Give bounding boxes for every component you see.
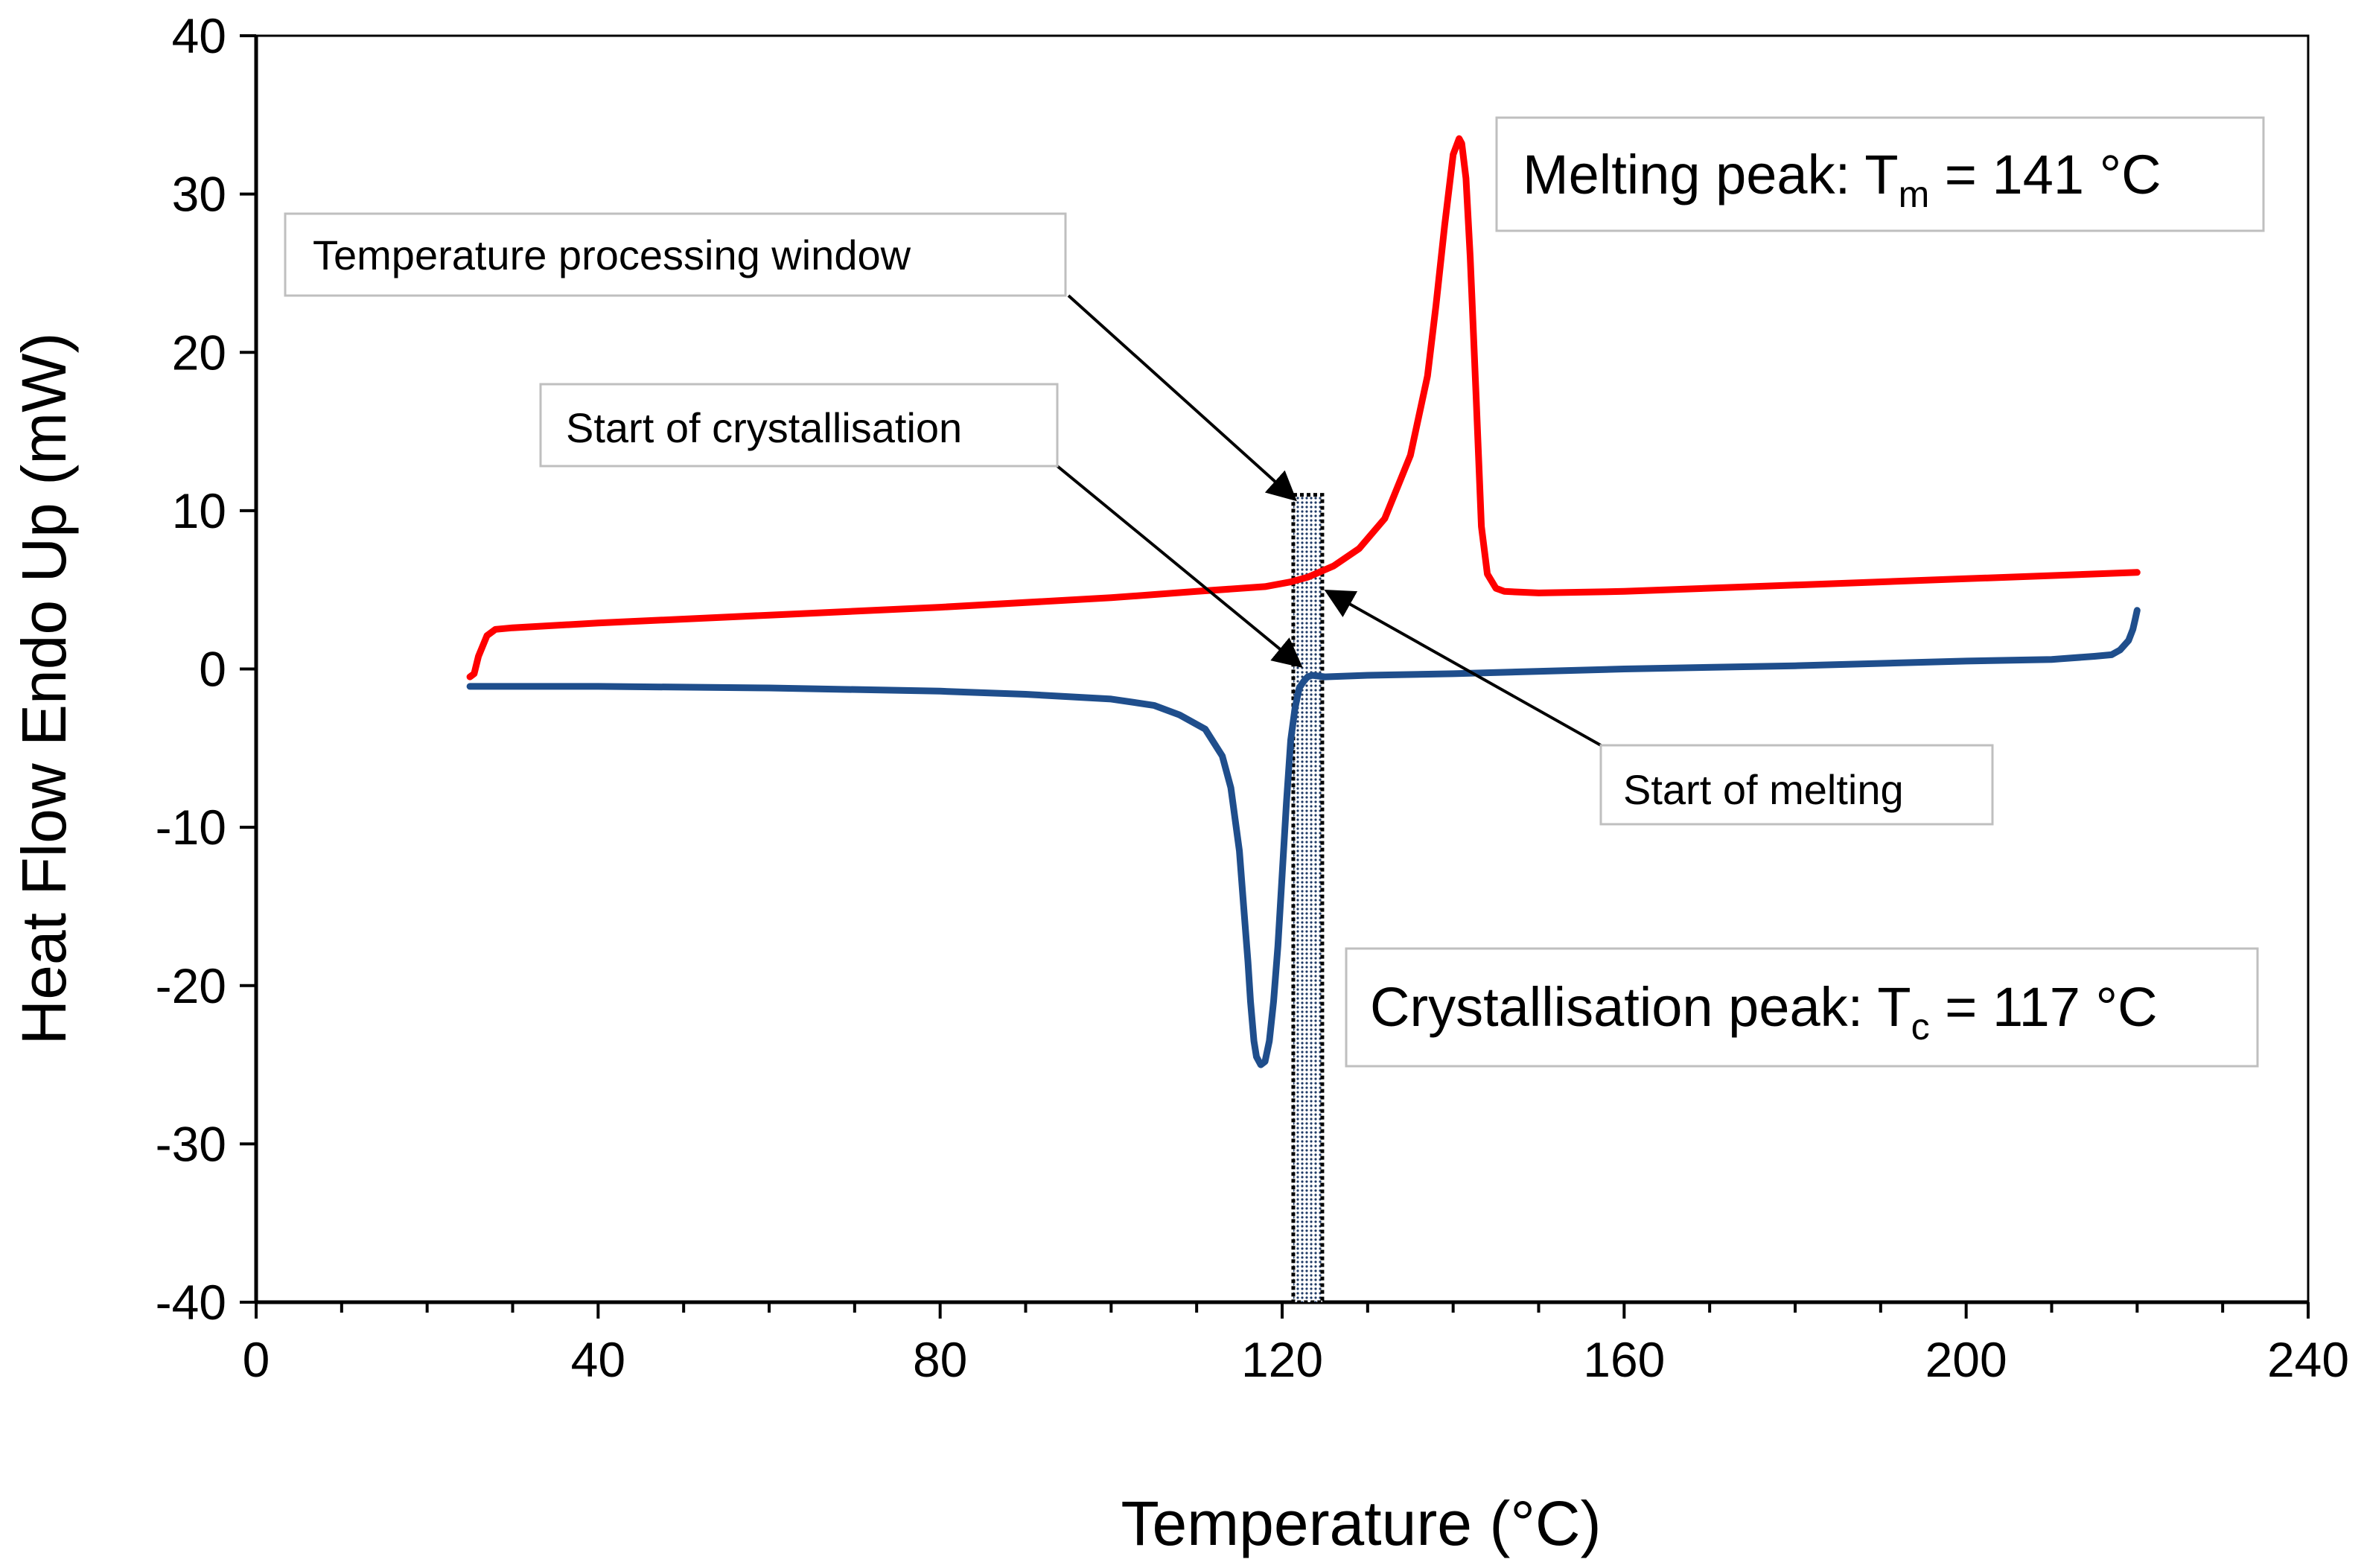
start-crystallisation-annotation: Start of crystallisation (539, 383, 1059, 468)
y-tick-label: -10 (156, 800, 226, 855)
y-tick-label: -30 (156, 1116, 226, 1171)
melting-peak-label: Melting peak: Tm = 141 °C (1523, 144, 2161, 215)
arrow-start-crystallisation (1056, 465, 1303, 669)
processing-window-band (1291, 493, 1325, 1304)
x-tick-label: 160 (1583, 1332, 1665, 1387)
y-tick-label: 10 (172, 483, 226, 538)
processing-window-annotation: Temperature processing window (284, 212, 1067, 297)
y-tick-label: -20 (156, 958, 226, 1013)
x-tick-label: 80 (913, 1332, 967, 1387)
processing-window-rect (1291, 493, 1325, 1304)
axes: 0 40 80 120 160 200 240 40 30 20 10 0 -10 -20 -30 -40 (156, 8, 2349, 1387)
x-axis-title: Temperature (°C) (1121, 1488, 1601, 1558)
y-tick-label: 30 (172, 167, 226, 222)
arrow-start-melting (1324, 589, 1602, 747)
y-tick-label: 20 (172, 325, 226, 380)
processing-window-label: Temperature processing window (313, 232, 911, 278)
melting-peak-annotation: Melting peak: Tm = 141 °C (1495, 116, 2265, 232)
y-tick-label: -40 (156, 1275, 226, 1330)
x-tick-label: 200 (1925, 1332, 2007, 1387)
start-melting-annotation: Start of melting (1599, 744, 1994, 826)
x-tick-label: 240 (2267, 1332, 2349, 1387)
cooling-curve (466, 607, 2141, 1068)
x-tick-label: 120 (1241, 1332, 1323, 1387)
crystallisation-peak-annotation: Crystallisation peak: Tc = 117 °C (1345, 947, 2259, 1068)
start-melting-label: Start of melting (1623, 766, 1904, 813)
crystallisation-peak-label: Crystallisation peak: Tc = 117 °C (1370, 976, 2158, 1048)
heating-curve (466, 135, 2141, 681)
arrow-processing-window (1067, 294, 1297, 502)
x-tick-label: 0 (243, 1332, 270, 1387)
annotations-layer: Melting peak: Tm = 141 °C Temperature pr… (284, 116, 2265, 1068)
start-crystallisation-label: Start of crystallisation (566, 404, 962, 451)
series-layer (466, 135, 2141, 1068)
y-tick-label: 40 (172, 8, 226, 63)
y-tick-label: 0 (199, 642, 226, 697)
x-tick-label: 40 (571, 1332, 625, 1387)
y-axis-title: Heat Flow Endo Up (mW) (9, 333, 79, 1045)
